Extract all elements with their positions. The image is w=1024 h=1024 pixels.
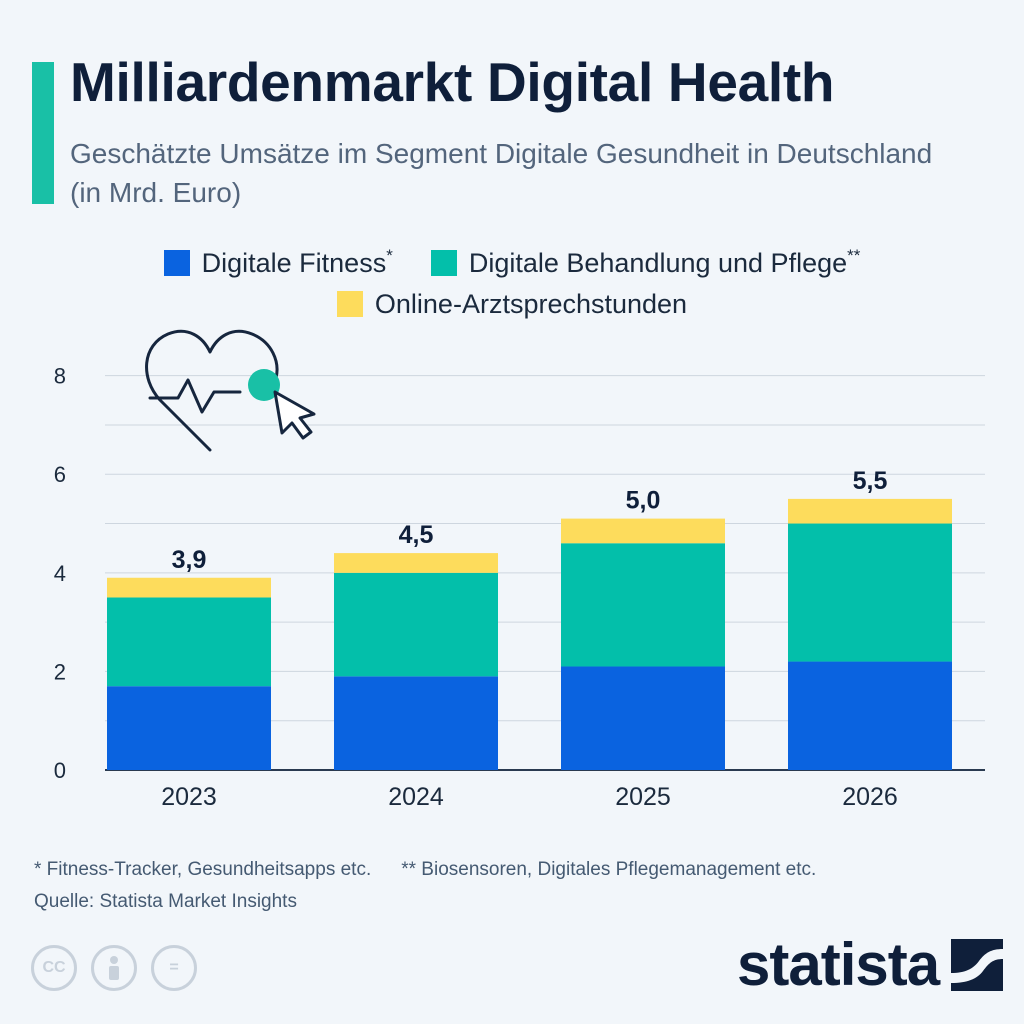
page-title: Milliardenmarkt Digital Health <box>70 51 835 113</box>
page-subtitle: Geschätzte Umsätze im Segment Digitale G… <box>70 138 933 208</box>
bar-segment-fitness <box>561 666 725 770</box>
bar-segment-fitness <box>107 686 271 770</box>
legend-label-behandlung: Digitale Behandlung und Pflege** <box>468 245 861 278</box>
chart-legend: Digitale Fitness* Digitale Behandlung un… <box>0 243 1024 325</box>
no-derivatives-icon[interactable]: = <box>151 945 197 991</box>
legend-swatch-arzt <box>336 291 363 317</box>
bar-segment-arzt <box>788 498 952 524</box>
statista-wordmark: statista <box>737 931 940 998</box>
y-tick-label: 6 <box>54 462 66 487</box>
bar-segment-fitness <box>334 676 498 770</box>
x-tick-label: 2025 <box>615 783 671 811</box>
legend-swatch-fitness <box>163 250 190 276</box>
y-tick-label: 2 <box>54 659 66 684</box>
legend-label-arzt: Online-Arztsprechstunden <box>374 288 688 319</box>
bar-segment-arzt <box>107 577 271 598</box>
legend-item-arzt: Online-Arztsprechstunden <box>336 288 688 320</box>
cc-icon[interactable]: CC <box>31 945 77 991</box>
license-icons: CC = <box>31 945 197 991</box>
bar-total-label: 5,0 <box>626 487 661 515</box>
source-note: Quelle: Statista Market Insights <box>34 891 297 912</box>
legend-item-behandlung: Digitale Behandlung und Pflege** <box>430 245 861 279</box>
bar-segment-arzt <box>334 553 498 573</box>
bar-total-label: 3,9 <box>172 546 207 574</box>
y-tick-label: 8 <box>54 364 66 389</box>
footnote-behandlung: ** Biosensoren, Digitales Pflegemanageme… <box>401 859 817 880</box>
bar-segment-arzt <box>561 518 725 544</box>
x-tick-label: 2026 <box>842 783 898 811</box>
attribution-icon[interactable] <box>91 945 137 991</box>
footnote-fitness: * Fitness-Tracker, Gesundheitsapps etc. <box>34 859 372 880</box>
bar-segment-behandlung <box>107 597 271 687</box>
statista-logo[interactable]: statista <box>737 930 1004 999</box>
x-tick-label: 2023 <box>161 783 217 811</box>
bar-segment-behandlung <box>334 572 498 677</box>
legend-label-fitness: Digitale Fitness* <box>201 245 393 278</box>
legend-item-fitness: Digitale Fitness* <box>163 245 393 279</box>
y-tick-label: 0 <box>54 758 66 783</box>
heart-pulse-cursor-icon <box>145 329 316 452</box>
y-tick-label: 4 <box>54 561 66 586</box>
x-tick-label: 2024 <box>388 783 444 811</box>
statista-logo-icon <box>951 938 1004 991</box>
bar-segment-behandlung <box>561 543 725 667</box>
bar-segment-behandlung <box>788 523 952 662</box>
bar-total-label: 5,5 <box>853 467 888 495</box>
footnotes: * Fitness-Tracker, Gesundheitsapps etc. … <box>34 854 816 918</box>
legend-swatch-behandlung <box>430 250 457 276</box>
bar-segment-fitness <box>788 661 952 770</box>
bar-total-label: 4,5 <box>399 521 434 549</box>
title-accent-bar <box>32 62 54 204</box>
